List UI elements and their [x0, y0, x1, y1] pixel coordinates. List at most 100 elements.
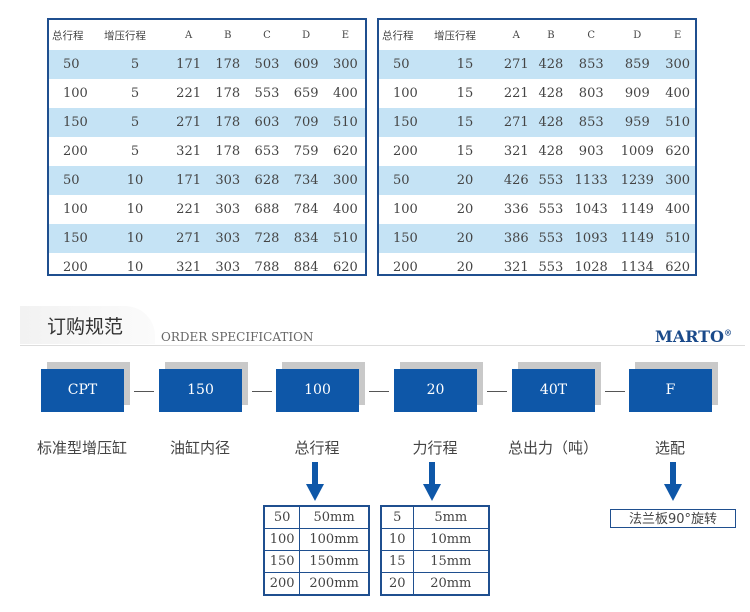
table-cell: 728 — [247, 224, 287, 253]
code-box: 20 — [394, 369, 477, 412]
table-cell: 100 — [393, 202, 418, 217]
column-header: 增压行程 — [104, 29, 146, 42]
table-cell: 221 — [176, 202, 201, 217]
column-header: A — [512, 29, 520, 41]
option-flange-rotation: 法兰板90°旋转 — [610, 509, 736, 528]
table-cell: 300 — [325, 166, 365, 195]
table-cell: 20 — [431, 166, 499, 195]
column-header: E — [341, 29, 350, 41]
table-cell: 1239 — [614, 166, 661, 195]
code-box: F — [629, 369, 712, 412]
table-cell: 503 — [247, 50, 287, 79]
table-row: 50 10 171 303 628 734 300 — [49, 166, 365, 195]
table-cell: 620 — [332, 144, 358, 159]
table-row: 50 15 271 428 853 859 300 — [379, 50, 695, 79]
table-row: 50 20 426 553 1133 1239 300 — [379, 166, 695, 195]
option-cell: 10mm — [412, 528, 490, 551]
stroke-options-table: 50 50mm 100 100mm 150 150mm 200 200mm — [263, 505, 370, 596]
table-cell: 171 — [169, 50, 209, 79]
table-cell: 400 — [332, 202, 358, 217]
table-cell: 300 — [325, 50, 365, 79]
option-cell: 50 — [263, 505, 301, 529]
table-cell: 271 — [169, 224, 209, 253]
table-cell: 5 — [101, 108, 169, 137]
table-cell: 400 — [332, 86, 358, 101]
table-cell: 688 — [254, 202, 280, 217]
table-cell: 150 — [49, 224, 101, 253]
table-cell: 510 — [660, 224, 695, 253]
column-header: 总行程 — [52, 29, 84, 42]
table-cell: 1149 — [614, 224, 661, 253]
table-cell: 20 — [456, 202, 474, 217]
table-cell: 510 — [660, 108, 695, 137]
table-cell: 150 — [49, 108, 101, 137]
option-cell: 10 — [380, 528, 414, 551]
separator-dash — [134, 391, 154, 392]
table-cell: 759 — [293, 144, 319, 159]
table-header: 总行程 增压行程 A B C D E — [49, 20, 365, 50]
table-cell: 50 — [49, 50, 101, 79]
code-box: 150 — [159, 369, 242, 412]
table-cell: 510 — [325, 108, 365, 137]
table-cell: 50 — [379, 166, 431, 195]
table-cell: 428 — [538, 86, 564, 101]
arrow-down-icon — [423, 462, 441, 501]
option-cell: 50mm — [299, 505, 370, 529]
table-cell: 20 — [431, 224, 499, 253]
table-cell: 553 — [533, 166, 569, 195]
table-cell: 653 — [254, 144, 280, 159]
table-cell: 321 — [176, 144, 201, 159]
table-cell: 50 — [379, 50, 431, 79]
code-label: 选配 — [654, 439, 685, 457]
table-cell: 1149 — [620, 202, 654, 217]
option-row: 10 10mm — [380, 528, 490, 551]
option-row: 15 15mm — [380, 550, 490, 573]
column-header: B — [224, 29, 232, 41]
table-cell: 1093 — [568, 224, 615, 253]
table-cell: 300 — [660, 166, 695, 195]
table-cell: 5 — [130, 144, 140, 159]
table-cell: 553 — [538, 260, 564, 275]
option-cell: 100 — [263, 528, 301, 551]
table-cell: 200 — [393, 144, 418, 159]
table-cell: 510 — [325, 224, 365, 253]
arrow-down-icon — [306, 462, 324, 501]
table-cell: 903 — [578, 144, 604, 159]
spec-table-left: 总行程 增压行程 A B C D E 50 5 171 178 503 609 300 100 5 221 178… — [47, 18, 367, 276]
option-cell: 200 — [263, 572, 301, 596]
column-header: E — [674, 29, 682, 41]
table-cell: 853 — [568, 108, 615, 137]
table-cell: 303 — [215, 202, 241, 217]
section-subtitle: ORDER SPECIFICATION — [161, 330, 314, 344]
option-cell: 20 — [380, 572, 414, 596]
option-row: 20 20mm — [380, 572, 490, 596]
table-cell: 609 — [286, 50, 326, 79]
table-header: 总行程 增压行程 A B C D E — [379, 20, 695, 50]
table-row: 100 20 336 553 1043 1149 400 — [379, 195, 695, 224]
option-row: 100 100mm — [263, 528, 370, 551]
code-box: 100 — [276, 369, 359, 412]
table-row: 100 5 221 178 553 659 400 — [49, 79, 365, 108]
column-header: A — [184, 29, 193, 41]
table-cell: 303 — [208, 224, 248, 253]
option-cell: 150 — [263, 550, 301, 573]
table-cell: 100 — [63, 86, 88, 101]
table-cell: 300 — [660, 50, 695, 79]
table-cell: 1028 — [574, 260, 608, 275]
table-cell: 271 — [169, 108, 209, 137]
spec-table-right: 总行程 增压行程 A B C D E 50 15 271 428 853 859 300 100 15 221 4… — [377, 18, 697, 276]
table-row: 150 15 271 428 853 959 510 — [379, 108, 695, 137]
table-row: 150 5 271 178 603 709 510 — [49, 108, 365, 137]
table-cell: 178 — [215, 86, 241, 101]
table-cell: 321 — [503, 144, 529, 159]
table-cell: 400 — [665, 86, 691, 101]
option-row: 150 150mm — [263, 550, 370, 573]
table-cell: 178 — [208, 50, 248, 79]
table-cell: 426 — [499, 166, 534, 195]
table-cell: 15 — [431, 50, 499, 79]
table-cell: 10 — [101, 166, 169, 195]
table-cell: 5 — [130, 86, 140, 101]
table-cell: 909 — [624, 86, 650, 101]
table-cell: 100 — [63, 202, 88, 217]
table-cell: 271 — [499, 108, 534, 137]
